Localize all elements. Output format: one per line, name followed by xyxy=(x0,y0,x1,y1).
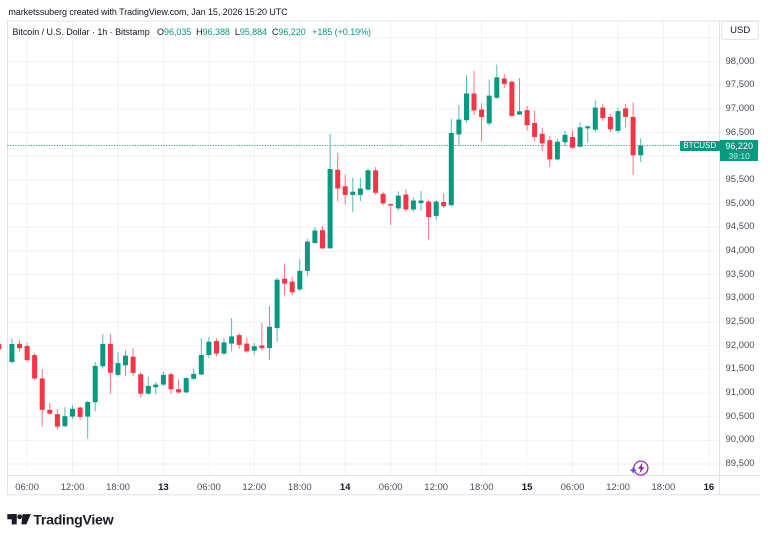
svg-text:TradingView: TradingView xyxy=(33,512,114,528)
